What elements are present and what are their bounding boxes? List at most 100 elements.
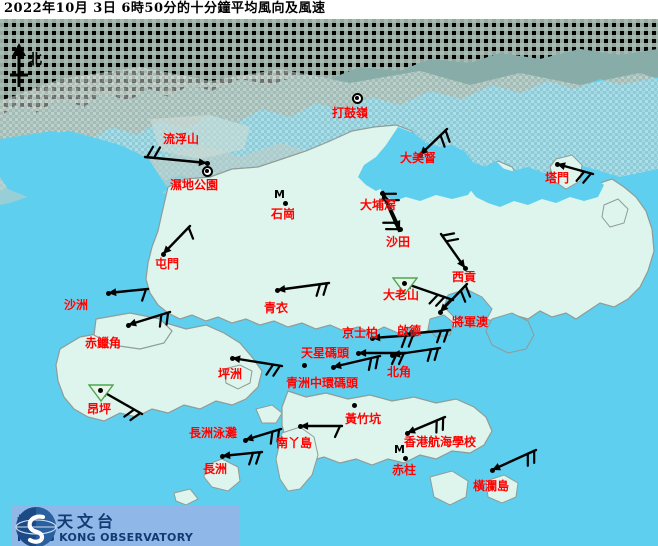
wind-barb-tick (435, 329, 443, 344)
wind-barb-arrowhead (358, 349, 367, 357)
station-dot (274, 287, 280, 293)
station-label-ngong-ping: 昂坪 (87, 402, 112, 416)
station-dot (437, 309, 443, 315)
station-dot (403, 331, 409, 337)
wind-barb-tick (445, 237, 460, 243)
sai-kung-inlets (427, 288, 535, 354)
station-dot (369, 335, 375, 341)
wind-barb-peng-chau (230, 355, 284, 377)
wind-barb-cheung-chau (220, 450, 264, 466)
station-label-tai-mei-tuk: 大美督 (400, 151, 437, 165)
station-dot (397, 226, 403, 232)
wind-barb-tick (272, 364, 282, 377)
wind-barb-arrowhead (300, 422, 309, 430)
wind-barb-tick (444, 129, 451, 143)
station-label-tap-mun: 塔門 (545, 171, 570, 185)
wind-barb-sha-tin (381, 190, 402, 231)
wind-barb-tick (255, 451, 262, 465)
wind-barb-tick (400, 334, 408, 349)
missing-data-flag: M (274, 188, 285, 201)
wind-barb-tick (439, 134, 446, 148)
wind-barb-tick (269, 430, 274, 445)
wind-barb-layer (98, 127, 595, 472)
station-dot (389, 352, 395, 358)
wind-barb-tick (152, 146, 162, 159)
wind-barb-tick (265, 363, 275, 376)
deep-bay (0, 131, 168, 211)
victoria-harbour (288, 363, 488, 403)
wind-barb-tick (442, 329, 450, 343)
wind-barb-tick (582, 172, 593, 184)
station-label-tai-po-kau: 大埔滘 (360, 198, 397, 212)
wind-barb-arrowhead (392, 349, 401, 358)
station-label-north-point: 北角 (387, 365, 412, 379)
station-label-wetland-park: 濕地公園 (170, 178, 219, 192)
wind-barb-tick (187, 226, 195, 240)
wind-barb-north-point (390, 346, 442, 363)
station-label-sha-tin: 沙田 (386, 235, 411, 249)
wind-barb-arrowhead (108, 288, 117, 297)
station-label-tuen-mun: 屯門 (155, 257, 180, 271)
station-label-hk-sea-school: 香港航海學校 (404, 435, 477, 449)
wind-barb-arrowhead (198, 158, 207, 167)
station-label-wong-chuk-hang: 黃竹坑 (345, 412, 382, 426)
wind-barb-tick (397, 351, 406, 366)
station-dot (489, 467, 495, 473)
station-dot (125, 322, 131, 328)
station-dot (219, 453, 225, 459)
station-dot (402, 455, 408, 461)
station-dot (97, 387, 103, 393)
wind-barb-lau-fau-shan (143, 145, 209, 167)
station-dot (417, 152, 423, 158)
station-label-sai-kung: 西貢 (452, 270, 477, 284)
station-label-kings-park: 京士柏 (342, 326, 379, 340)
wind-barb-sha-chau (106, 287, 150, 302)
wind-barb-tick (315, 283, 322, 297)
map-basemap (0, 19, 658, 546)
station-dot (404, 430, 410, 436)
wind-barb-tick (141, 288, 148, 302)
station-dot (204, 160, 210, 166)
wind-barb-tsing-yi (275, 281, 331, 297)
wind-barb-tick (123, 408, 136, 418)
station-dot (462, 265, 468, 271)
station-label-central-pier: 中環碼頭 (310, 376, 359, 390)
hko-logo: 香港天文台 HONG KONG OBSERVATORY (11, 505, 239, 546)
missing-data-flag: M (394, 443, 405, 456)
wind-barb-tick (129, 411, 142, 422)
wind-barb-tick (165, 311, 170, 326)
wind-barb-tick (145, 145, 155, 159)
wind-barb-arrowhead (406, 329, 415, 338)
calm-wind-icon (351, 92, 363, 104)
station-dot (282, 200, 288, 206)
wind-barb-arrowhead (372, 333, 381, 342)
wind-barb-tick (322, 282, 329, 296)
wind-barb-tick (441, 232, 456, 237)
station-label-tates-cairn: 大老山 (383, 288, 420, 302)
page-title: 2022年10月 3日 6時50分的十分鐘平均風向及風速 (4, 1, 326, 16)
wind-barb-tick (464, 284, 472, 298)
outlying-islands (173, 154, 629, 506)
station-dot (401, 280, 407, 286)
station-label-star-ferry: 天星碼頭 (301, 346, 350, 360)
station-label-shek-kong: 石崗 (271, 207, 296, 221)
station-label-cheung-chau: 長洲 (203, 462, 228, 476)
station-dot (351, 402, 357, 408)
station-label-waglan-island: 橫瀾島 (473, 479, 510, 493)
station-label-stanley: 赤柱 (392, 463, 417, 477)
wind-barb-tick (333, 424, 342, 439)
wind-barb-arrowhead (222, 451, 231, 460)
calm-wind-icon (201, 165, 213, 177)
station-label-ta-kwu-ling: 打鼓嶺 (332, 106, 369, 120)
station-dot (379, 190, 385, 196)
wind-barb-tap-mun (555, 162, 595, 184)
map-canvas[interactable]: 打鼓嶺 流浮山 濕地公園 M 石崗 大美督 塔門 大埔滘 沙田 屯門 西貢 青衣 大老山 將軍澳 沙洲 赤鱲角… (0, 19, 658, 546)
wind-barb-tick (426, 348, 433, 363)
station-dot (330, 364, 336, 370)
wind-barb-tick (248, 451, 255, 466)
wind-barb-tick (276, 428, 281, 443)
chek-lap-kok-airport (93, 312, 173, 350)
wind-barb-cheung-chau-beach (243, 427, 283, 445)
station-label-chek-lap-kok: 赤鱲角 (85, 336, 122, 350)
station-dot (554, 161, 560, 167)
